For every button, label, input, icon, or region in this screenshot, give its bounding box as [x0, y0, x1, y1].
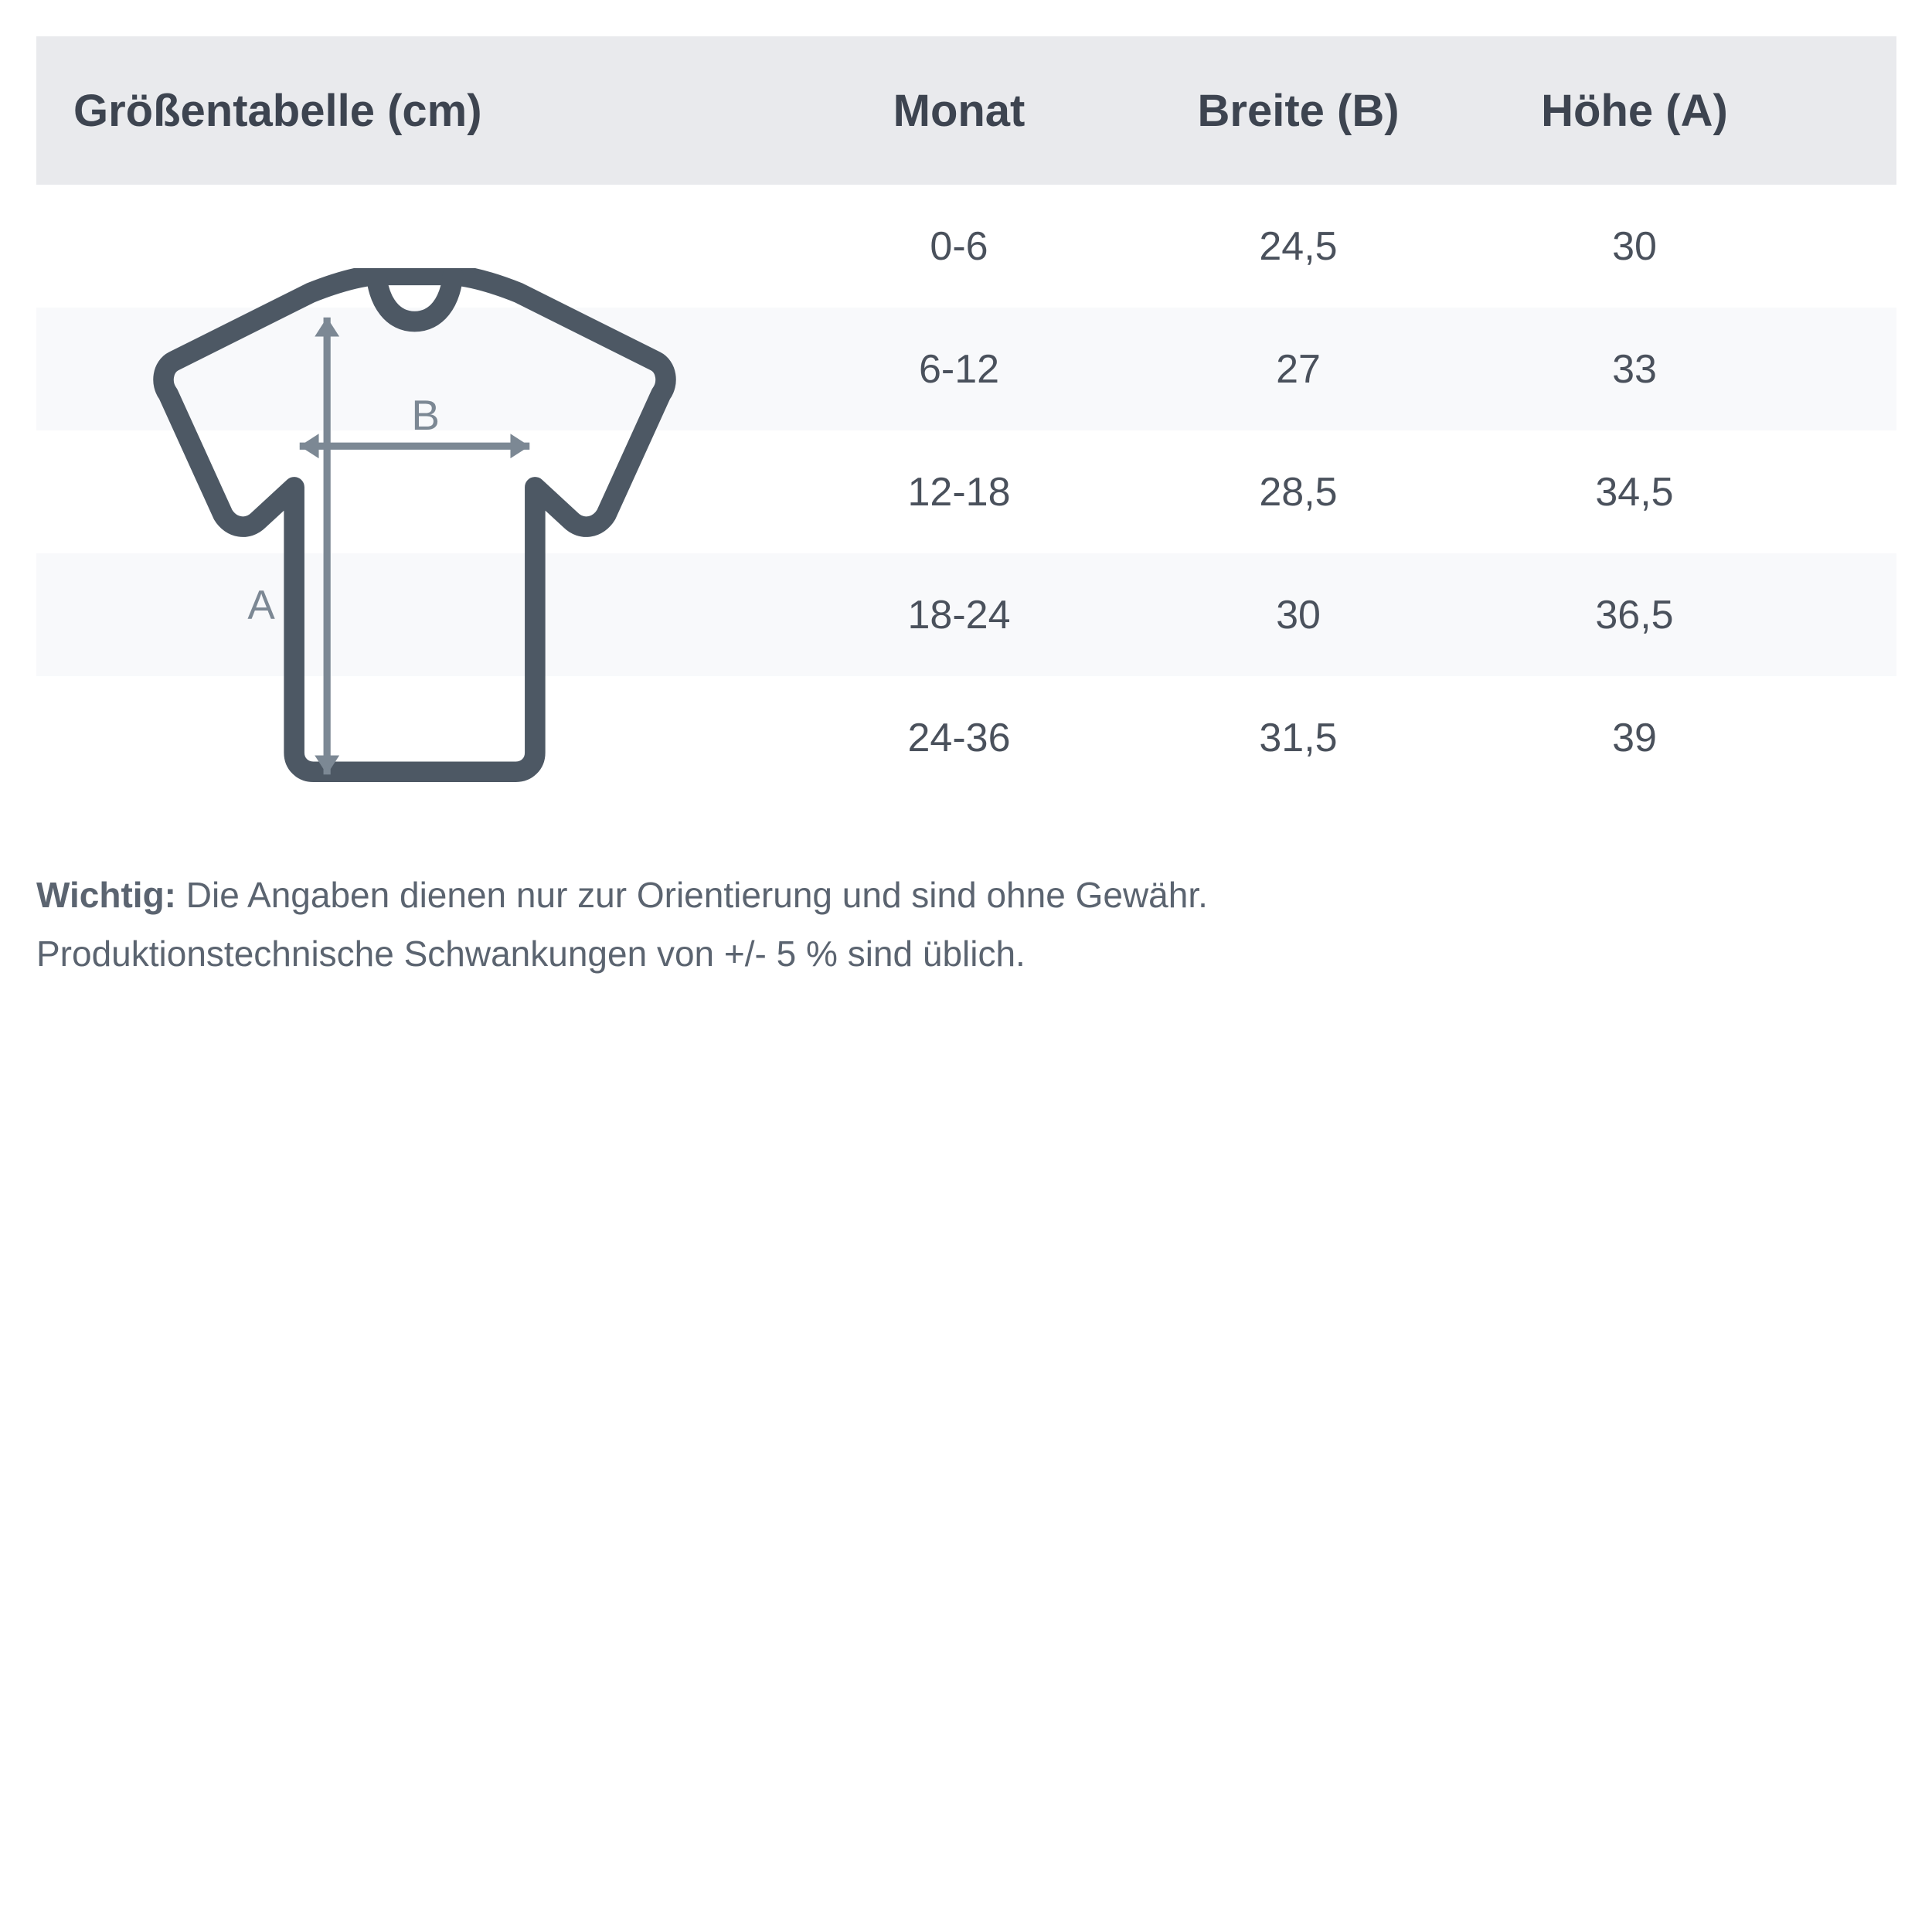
svg-text:A: A: [247, 582, 275, 628]
svg-text:B: B: [411, 391, 440, 439]
